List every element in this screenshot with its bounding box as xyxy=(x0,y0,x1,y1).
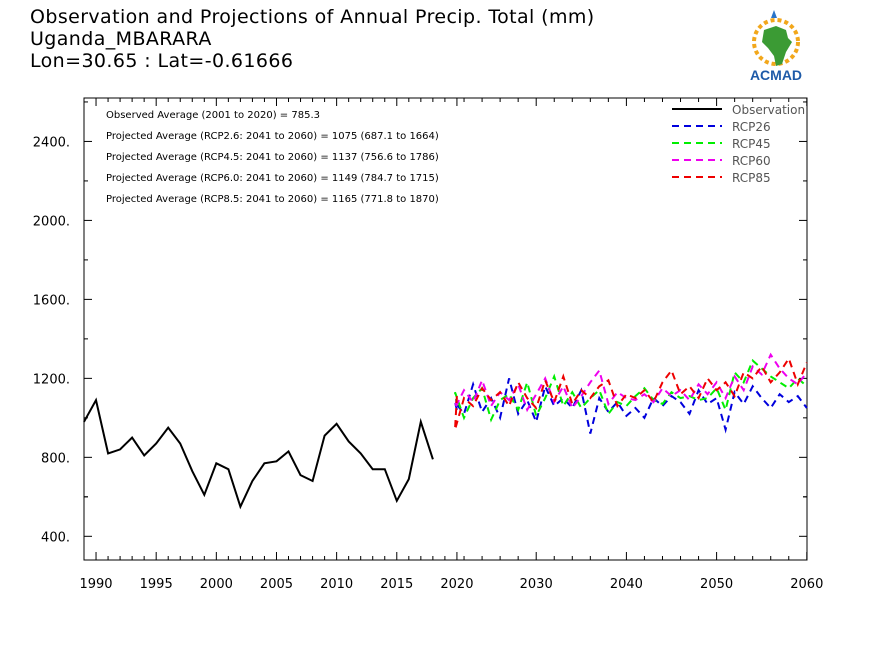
series-line-rcp85 xyxy=(454,356,808,430)
y-tick-label: 800. xyxy=(41,451,70,466)
legend-label-rcp85: RCP85 xyxy=(732,171,771,185)
annotation-text: Projected Average (RCP2.6: 2041 to 2060)… xyxy=(106,131,439,142)
annotation-text: Projected Average (RCP4.5: 2041 to 2060)… xyxy=(106,152,439,163)
y-tick-label: 400. xyxy=(41,530,70,545)
plot-frame xyxy=(83,97,808,561)
station-name: Uganda_MBARARA xyxy=(30,28,212,50)
y-tick-label: 1200. xyxy=(33,372,70,387)
x-tick-label: 2050 xyxy=(700,577,733,592)
station-coords: Lon=30.65 : Lat=-0.61666 xyxy=(30,50,294,72)
annotation-text: Projected Average (RCP8.5: 2041 to 2060)… xyxy=(106,194,439,205)
africa-sun-logo-icon: ACMAD xyxy=(750,10,802,83)
x-tick-label: 2030 xyxy=(520,577,553,592)
x-tick-label: 2015 xyxy=(380,577,413,592)
x-tick-label: 2000 xyxy=(200,577,233,592)
legend-label-observation: Observation xyxy=(732,103,805,117)
series-line-rcp45 xyxy=(454,358,808,423)
x-tick-label: 2010 xyxy=(320,577,353,592)
x-tick-label: 1990 xyxy=(79,577,112,592)
y-tick-label: 2400. xyxy=(33,135,70,150)
logo-text: ACMAD xyxy=(750,67,802,83)
y-tick-label: 1600. xyxy=(33,293,70,308)
annotation-text: Projected Average (RCP6.0: 2041 to 2060)… xyxy=(106,173,439,184)
legend-label-rcp60: RCP60 xyxy=(732,154,771,168)
chart-header: Observation and Projections of Annual Pr… xyxy=(30,6,595,72)
x-tick-label: 1995 xyxy=(140,577,173,592)
chart-title: Observation and Projections of Annual Pr… xyxy=(30,6,595,28)
series-line-rcp26 xyxy=(454,378,808,434)
series-line-observation xyxy=(83,397,434,510)
annotation-text: Observed Average (2001 to 2020) = 785.3 xyxy=(106,110,320,121)
y-tick-label: 2000. xyxy=(33,214,70,229)
x-tick-label: 2005 xyxy=(260,577,293,592)
legend-label-rcp45: RCP45 xyxy=(732,137,771,151)
series-line-rcp60 xyxy=(454,352,808,413)
x-tick-label: 2040 xyxy=(610,577,643,592)
x-tick-label: 2020 xyxy=(440,577,473,592)
legend-label-rcp26: RCP26 xyxy=(732,120,771,134)
x-tick-label: 2060 xyxy=(790,577,823,592)
